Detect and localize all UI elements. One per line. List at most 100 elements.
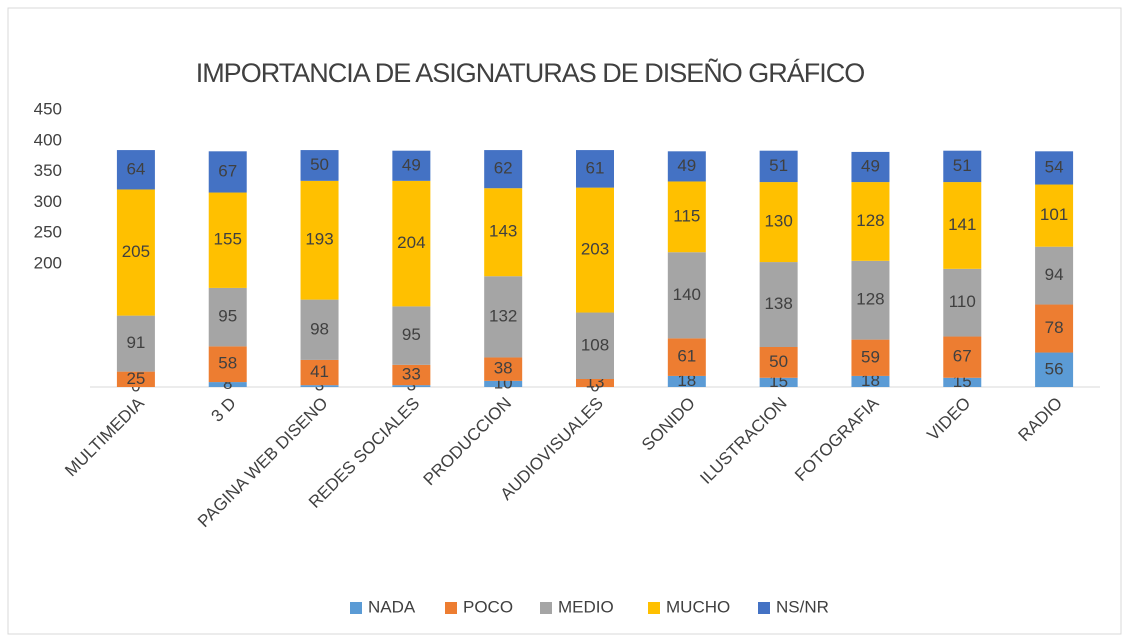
bar-segment	[116, 150, 155, 190]
data-label: 108	[581, 335, 609, 354]
legend-swatch	[540, 602, 552, 614]
data-label: 128	[856, 211, 884, 230]
bar-segment	[851, 260, 890, 340]
legend-swatch	[758, 602, 770, 614]
y-tick-label: 200	[34, 253, 62, 272]
bar-segment	[576, 312, 614, 379]
data-label: 91	[126, 333, 145, 352]
bar-segment	[300, 299, 339, 360]
data-label: 94	[1045, 265, 1064, 284]
data-label: 64	[126, 159, 145, 178]
data-label: 98	[310, 319, 329, 338]
data-label: 62	[494, 159, 513, 178]
data-label: 155	[214, 230, 242, 249]
bar-segment	[851, 182, 890, 261]
data-label: 61	[586, 158, 605, 177]
data-label: 49	[861, 156, 880, 175]
bar-segment	[392, 180, 431, 307]
data-label: 51	[769, 156, 788, 175]
data-label: 101	[1040, 205, 1068, 224]
bar-segment	[943, 268, 982, 337]
data-label: 95	[402, 325, 421, 344]
legend-swatch	[648, 602, 660, 614]
bar-segment	[484, 357, 523, 381]
data-label: 132	[489, 306, 517, 325]
bar-segment	[576, 187, 614, 313]
data-label: 49	[677, 156, 696, 175]
data-label: 193	[305, 230, 333, 249]
data-label: 143	[489, 222, 517, 241]
bar-segment	[208, 287, 247, 347]
data-label: 50	[769, 352, 788, 371]
legend-label: NS/NR	[776, 597, 829, 616]
bar-segment	[943, 377, 982, 387]
legend-swatch	[350, 602, 362, 614]
bar-segment	[208, 382, 247, 387]
bar-segment	[943, 182, 982, 269]
bar-segment	[851, 375, 890, 387]
bar-segment	[484, 380, 523, 387]
bar-segment	[116, 189, 155, 316]
y-tick-label: 450	[34, 100, 62, 119]
chart-frame	[7, 7, 1122, 635]
bar-segment	[300, 359, 339, 386]
data-label: 61	[677, 347, 696, 366]
data-label: 33	[402, 364, 421, 383]
bar-segment	[1035, 352, 1074, 387]
y-tick-label: 350	[34, 161, 62, 180]
data-label: 25	[126, 369, 145, 388]
bar-segment	[943, 150, 982, 183]
bar-segment	[392, 385, 431, 387]
data-label: 203	[581, 240, 609, 259]
bar-segment	[851, 339, 890, 376]
bar-segment	[300, 150, 339, 181]
data-label: 140	[673, 285, 701, 304]
bar-segment	[392, 364, 431, 386]
bar-segment	[667, 375, 706, 387]
bar-segment	[576, 150, 614, 188]
bar-segment	[484, 150, 523, 189]
y-tick-label: 400	[34, 130, 62, 149]
bar-segment	[851, 151, 890, 183]
bar-segment	[759, 347, 798, 378]
data-label: 67	[953, 347, 972, 366]
y-tick-label: 250	[34, 223, 62, 242]
data-label: 141	[948, 215, 976, 234]
data-label: 138	[764, 294, 792, 313]
bar-segment	[1035, 246, 1074, 305]
bar-segment	[759, 377, 798, 387]
bar-segment	[667, 181, 706, 253]
data-label: 8	[223, 374, 232, 393]
data-label: 54	[1045, 157, 1064, 176]
data-label: 205	[122, 242, 150, 261]
bar-segment	[116, 315, 155, 372]
data-label: 56	[1045, 359, 1064, 378]
data-label: 78	[1045, 318, 1064, 337]
bar-segment	[667, 252, 706, 339]
bar-segment	[667, 338, 706, 376]
data-label: 41	[310, 362, 329, 381]
data-label: 58	[218, 354, 237, 373]
data-label: 128	[856, 290, 884, 309]
legend-label: MEDIO	[558, 597, 614, 616]
bar-segment	[576, 379, 614, 387]
bar-segment	[300, 385, 339, 387]
bar-segment	[208, 346, 247, 383]
bar-segment	[116, 371, 155, 387]
bar-segment	[392, 306, 431, 365]
bar-segment	[667, 151, 706, 182]
bar-segment	[1035, 184, 1074, 247]
bar-segment	[208, 151, 247, 193]
data-label: 95	[218, 307, 237, 326]
chart-title: IMPORTANCIA DE ASIGNATURAS DE DISEÑO GRÁ…	[196, 57, 865, 88]
data-label: 49	[402, 155, 421, 174]
bar-segment	[759, 182, 798, 263]
bar-segment	[943, 336, 982, 378]
data-label: 110	[949, 292, 976, 311]
data-label: 50	[310, 155, 329, 174]
data-label: 115	[673, 206, 700, 225]
data-label: 204	[397, 233, 425, 252]
legend-label: MUCHO	[666, 597, 730, 616]
data-label: 130	[764, 212, 792, 231]
